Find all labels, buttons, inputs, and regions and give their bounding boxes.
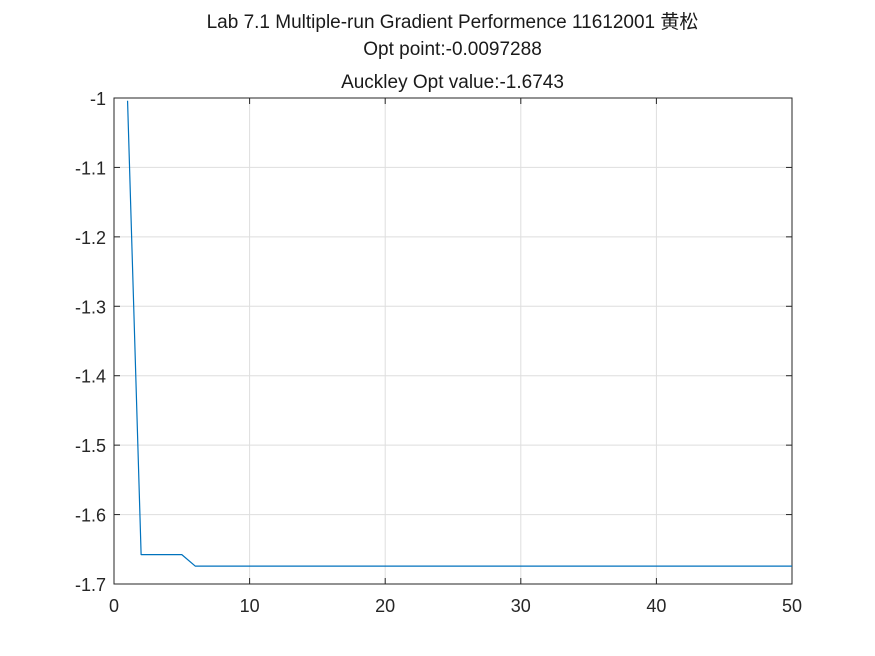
data-point (602, 566, 603, 567)
axis-ticks: 0 10 20 30 40 50 -1 -1.1 -1.2 -1.3 -1.4 -1.5 -1.6 -1.… (75, 89, 802, 616)
data-point (669, 566, 670, 567)
data-point (534, 566, 535, 567)
data-point (127, 100, 128, 101)
y-tick-label: -1.6 (75, 506, 106, 526)
data-point (235, 566, 236, 567)
x-tick-label: 0 (109, 596, 119, 616)
data-point (493, 566, 494, 567)
data-point (737, 566, 738, 567)
data-point (696, 566, 697, 567)
data-point (344, 566, 345, 567)
data-point (208, 566, 209, 567)
data-point (303, 566, 304, 567)
data-point (629, 566, 630, 567)
y-tick-label: -1.2 (75, 228, 106, 248)
data-point (317, 566, 318, 567)
data-point (547, 566, 548, 567)
data-point (588, 566, 589, 567)
data-point (615, 566, 616, 567)
data-point (778, 566, 779, 567)
data-point (520, 566, 521, 567)
data-point (398, 566, 399, 567)
y-tick-label: -1.5 (75, 436, 106, 456)
data-point (330, 566, 331, 567)
data-point (466, 566, 467, 567)
y-tick-label: -1.1 (75, 158, 106, 178)
data-point (764, 566, 765, 567)
grid-lines (114, 98, 792, 584)
x-tick-label: 20 (375, 596, 395, 616)
data-point (357, 566, 358, 567)
data-point (141, 554, 142, 555)
data-point (263, 566, 264, 567)
data-point (683, 566, 684, 567)
x-tick-label: 40 (646, 596, 666, 616)
series-layer (126, 100, 792, 567)
data-point (561, 566, 562, 567)
data-point (371, 566, 372, 567)
data-point (412, 566, 413, 567)
chart-title-line-2: Opt point:-0.0097288 (363, 39, 542, 60)
y-tick-label: -1 (90, 89, 106, 109)
data-point (276, 566, 277, 567)
data-point (724, 566, 725, 567)
data-point (181, 554, 182, 555)
axes-box (113, 97, 793, 585)
data-point (452, 566, 453, 567)
y-tick-label: -1.7 (75, 575, 106, 595)
x-tick-label: 30 (511, 596, 531, 616)
data-point (439, 566, 440, 567)
data-point (154, 554, 155, 555)
data-point (656, 566, 657, 567)
x-tick-label: 10 (240, 596, 260, 616)
y-tick-label: -1.3 (75, 297, 106, 317)
series-line-0 (126, 100, 792, 567)
data-point (791, 566, 792, 567)
y-tick-label: -1.4 (75, 367, 106, 387)
data-point (168, 554, 169, 555)
data-point (195, 566, 196, 567)
chart-title-line-3: Auckley Opt value:-1.6743 (341, 72, 564, 93)
data-point (642, 566, 643, 567)
data-point (222, 566, 223, 567)
data-point (710, 566, 711, 567)
data-point (574, 566, 575, 567)
chart-title-line-1: Lab 7.1 Multiple-run Gradient Performenc… (206, 12, 699, 33)
x-tick-label: 50 (782, 596, 802, 616)
data-point (480, 566, 481, 567)
data-point (290, 566, 291, 567)
data-point (425, 566, 426, 567)
data-point (249, 566, 250, 567)
data-point (507, 566, 508, 567)
data-point (385, 566, 386, 567)
data-point (751, 566, 752, 567)
